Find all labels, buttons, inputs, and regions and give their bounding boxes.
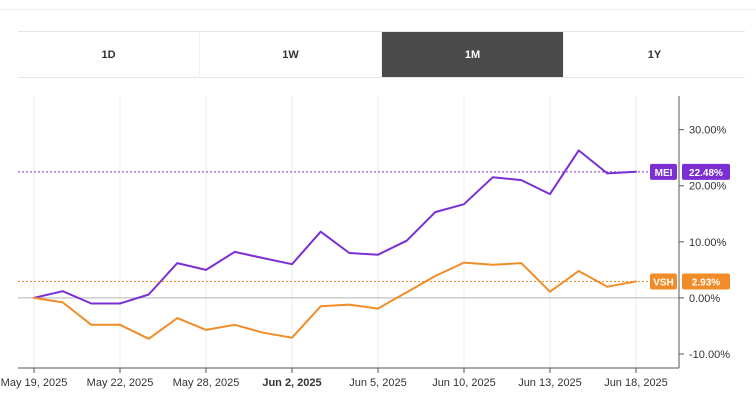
range-selector: 1D 1W 1M 1Y — [18, 31, 745, 78]
series-value-badge-mei — [682, 163, 730, 180]
y-tick-label: -10.00% — [689, 349, 730, 361]
series-name-badge-vsh — [650, 273, 677, 290]
range-1y-button[interactable]: 1Y — [563, 32, 745, 77]
series-line-mei — [33, 149, 637, 305]
series-value-label: 2.93% — [692, 277, 720, 288]
x-tick-label: May 22, 2025 — [87, 377, 154, 389]
range-1w-button[interactable]: 1W — [199, 32, 381, 77]
x-tick-label: Jun 13, 2025 — [518, 377, 582, 389]
range-1m-button[interactable]: 1M — [381, 32, 563, 77]
series-value-label: 22.48% — [689, 168, 723, 179]
y-tick-label: 10.00% — [689, 237, 727, 249]
series-name-label: VSH — [653, 277, 674, 288]
x-tick-label: Jun 5, 2025 — [349, 377, 407, 389]
series-line-vsh — [33, 261, 637, 340]
series-value-badge-vsh — [682, 273, 730, 290]
series-name-label: MEI — [655, 168, 673, 179]
x-tick-label: May 28, 2025 — [173, 377, 240, 389]
y-tick-label: 30.00% — [689, 125, 727, 137]
x-tick-label: Jun 10, 2025 — [432, 377, 496, 389]
series-name-badge-mei — [650, 163, 677, 180]
x-tick-label: May 19, 2025 — [1, 377, 68, 389]
y-tick-label: 20.00% — [689, 181, 727, 193]
top-divider — [0, 9, 756, 10]
range-1d-button[interactable]: 1D — [18, 32, 199, 77]
y-tick-label: 0.00% — [689, 293, 720, 305]
comparison-line-chart: 30.00% 20.00% 10.00% 0.00% -10.00% May 19, 20… — [1, 96, 730, 389]
x-tick-label: Jun 2, 2025 — [262, 377, 321, 389]
x-tick-label: Jun 18, 2025 — [604, 377, 668, 389]
